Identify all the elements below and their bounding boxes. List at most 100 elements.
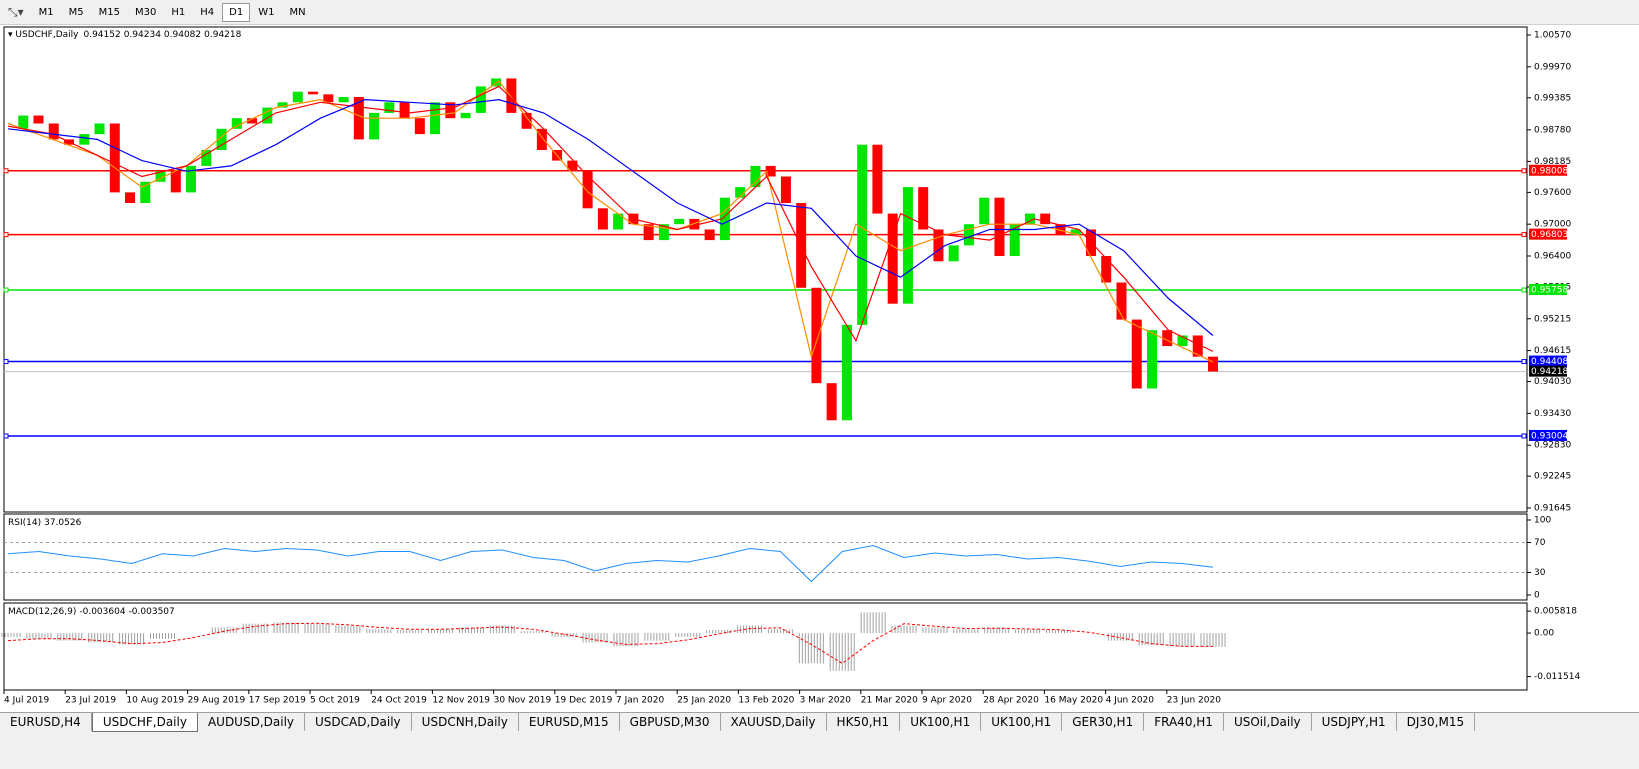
candle (536, 128, 547, 150)
candle (506, 78, 517, 113)
y-tick-label: 0.95215 (1534, 314, 1571, 324)
candle (567, 160, 578, 172)
chart-tab[interactable]: USDCAD,Daily (305, 713, 412, 731)
candle (719, 197, 730, 241)
chart-tab[interactable]: UK100,H1 (981, 713, 1063, 731)
candle (18, 115, 29, 129)
toolbar-icon[interactable]: ⤡▾ (8, 4, 24, 19)
candle (109, 123, 120, 193)
low: 0.94082 (164, 30, 201, 40)
chart-tab[interactable]: HK50,H1 (827, 713, 901, 731)
candle (643, 224, 654, 241)
level-handle (3, 168, 9, 174)
y-tick-label: 0.96400 (1534, 251, 1571, 261)
candle (338, 97, 349, 103)
candle (872, 144, 883, 214)
level-handle (3, 232, 9, 238)
y-tick-label: -0.011514 (1534, 672, 1580, 682)
candle (1040, 213, 1051, 225)
rsi-header: RSI(14) 37.0526 (8, 518, 82, 528)
timeframe-button[interactable]: H4 (200, 6, 215, 18)
chart-header: ▾ USDCHF,Daily 0.94152 0.94234 0.94082 0.942… (8, 30, 242, 40)
timeframe-button[interactable]: H1 (171, 6, 186, 18)
timeframe-button[interactable]: W1 (258, 6, 275, 18)
y-tick-label: 0.94615 (1534, 346, 1571, 356)
level-handle (1521, 287, 1527, 293)
close: 0.94218 (204, 30, 241, 40)
candle (887, 213, 898, 304)
chart-tab[interactable]: FRA40,H1 (1144, 713, 1224, 731)
candle (689, 218, 700, 230)
x-tick-label: 23 Jul 2019 (65, 696, 116, 706)
level-label: 0.95758 (1531, 286, 1568, 296)
timeframe-button[interactable]: MN (289, 6, 306, 18)
candle (1208, 356, 1218, 372)
chart-tab[interactable]: DJ30,M15 (1397, 713, 1476, 731)
candle (94, 123, 105, 135)
candle (1009, 224, 1020, 256)
macd-panel (3, 602, 1528, 691)
candle (292, 91, 303, 103)
timeframe-button[interactable]: M30 (134, 6, 157, 18)
level-label-box (1529, 429, 1567, 441)
level-label: 0.98008 (1531, 166, 1568, 176)
candle (704, 229, 715, 241)
timeframe-button[interactable]: M15 (98, 6, 120, 18)
timeframe-button[interactable]: D1 (222, 2, 251, 22)
candle (79, 134, 90, 145)
candle (933, 229, 944, 262)
y-tick-label: 0.92830 (1534, 441, 1571, 451)
macd-header: MACD(12,26,9) -0.003604 -0.003507 (8, 607, 175, 617)
chart-tab[interactable]: USDJPY,H1 (1312, 713, 1397, 731)
y-tick-label: 0.99385 (1534, 93, 1571, 103)
candle (33, 115, 44, 124)
x-tick-label: 21 Mar 2020 (861, 696, 918, 706)
chart-tab[interactable]: XAUUSD,Daily (721, 713, 827, 731)
chart-tab[interactable]: USOil,Daily (1224, 713, 1312, 731)
candle (1177, 335, 1188, 347)
open: 0.94152 (83, 30, 120, 40)
candle (399, 102, 410, 119)
candle (750, 165, 761, 188)
candle (521, 112, 532, 129)
x-tick-label: 19 Dec 2019 (555, 696, 613, 706)
candle (140, 181, 151, 203)
candle (994, 197, 1005, 256)
candle (475, 86, 486, 113)
candle (384, 102, 395, 113)
candle (460, 112, 471, 119)
tab-bar: EURUSD,H4 USDCHF,Daily AUDUSD,Daily USDCAD,… (0, 712, 1639, 737)
candle (1192, 335, 1203, 357)
rsi-last: 37.0526 (44, 518, 81, 528)
y-tick-label: 0.97600 (1534, 188, 1571, 198)
level-handle (3, 287, 9, 293)
chart-tab[interactable]: EURUSD,H4 (0, 713, 92, 731)
candle (155, 171, 166, 182)
candle (1070, 229, 1081, 235)
y-tick-label: 0.98780 (1534, 125, 1571, 135)
x-tick-label: 9 Apr 2020 (922, 696, 972, 706)
chart-tab[interactable]: AUDUSD,Daily (198, 713, 306, 731)
last-price-label: 0.94218 (1531, 367, 1568, 377)
candle (902, 187, 913, 304)
chart-tab[interactable]: GER30,H1 (1062, 713, 1145, 731)
x-tick-label: 5 Oct 2019 (310, 696, 360, 706)
timeframe-button[interactable]: M1 (38, 6, 54, 18)
y-tick-label: 100 (1534, 516, 1551, 526)
chart-tab[interactable]: EURUSD,M15 (519, 713, 620, 731)
moving-average (7, 99, 1214, 336)
y-tick-label: 0.94030 (1534, 377, 1571, 387)
candle (765, 165, 776, 177)
timeframe-button[interactable]: M5 (68, 6, 84, 18)
y-tick-label: 70 (1534, 538, 1546, 548)
y-tick-label: 30 (1534, 568, 1546, 578)
level-label-box (1529, 355, 1567, 367)
rsi-panel (3, 513, 1528, 601)
chart-tab[interactable]: UK100,H1 (900, 713, 982, 731)
macd-last: -0.003604 (79, 607, 125, 617)
chart: 1.00570 0.99970 0.99385 0.98780 0.98185 0.976… (1, 26, 1580, 706)
chart-tab[interactable]: GBPUSD,M30 (620, 713, 721, 731)
chart-tab[interactable]: USDCNH,Daily (412, 713, 519, 731)
candle (1101, 255, 1112, 283)
chart-tab[interactable]: USDCHF,Daily (91, 713, 198, 732)
